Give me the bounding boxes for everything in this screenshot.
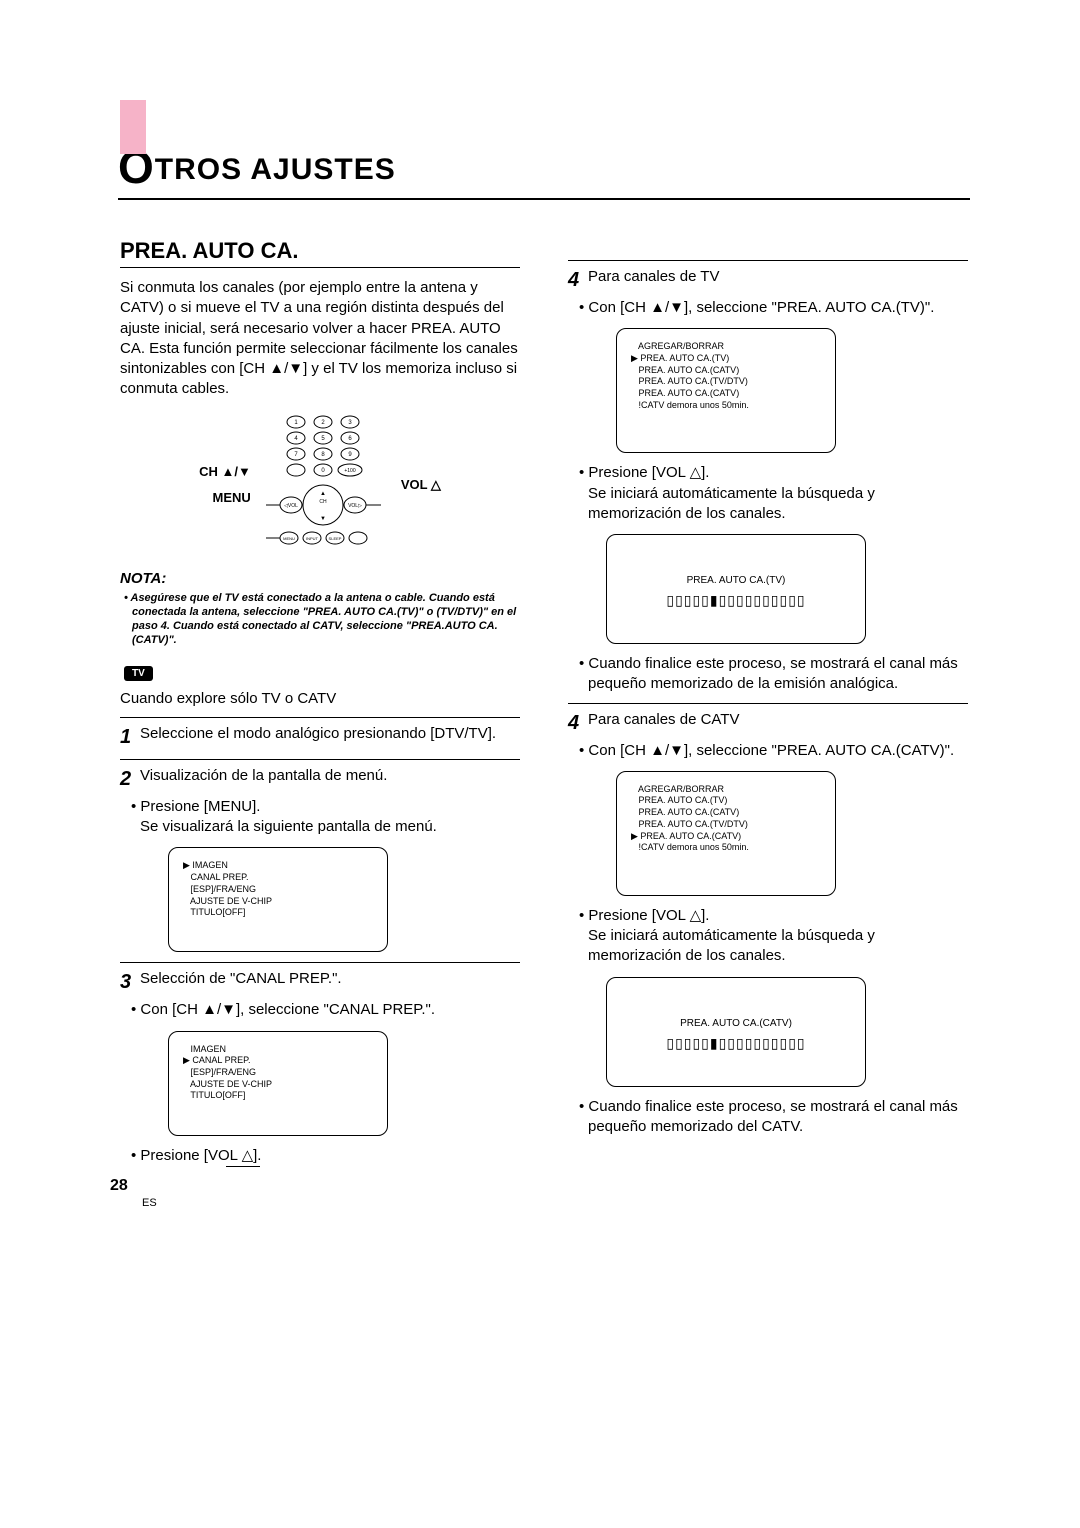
two-column-layout: PREA. AUTO CA. Si conmuta los canales (p… [120, 220, 970, 1166]
divider [568, 260, 968, 261]
svg-text:VOL▷: VOL▷ [348, 503, 362, 509]
step-4a-bullet-1: Con [CH ▲/▼], seleccione "PREA. AUTO CA.… [588, 298, 968, 318]
progress-bars-icon: ▯▯▯▯▯▮▯▯▯▯▯▯▯▯▯▯ [607, 592, 865, 609]
step-4b: 4Para canales de CATV [568, 710, 968, 737]
step-2-after: Se visualizará la siguiente pantalla de … [140, 817, 520, 837]
svg-text:2: 2 [321, 420, 325, 426]
page-number-line [226, 1166, 260, 1167]
menu-screen-4: AGREGAR/BORRAR PREA. AUTO CA.(TV) PREA. … [616, 771, 836, 896]
svg-text:INPUT: INPUT [306, 536, 319, 541]
step-4b-bullet-1: Con [CH ▲/▼], seleccione "PREA. AUTO CA.… [588, 741, 968, 761]
right-column: 4Para canales de TV Con [CH ▲/▼], selecc… [568, 220, 968, 1166]
intro-paragraph: Si conmuta los canales (por ejemplo entr… [120, 278, 520, 400]
svg-text:MENU: MENU [283, 536, 295, 541]
progress-screen-tv: PREA. AUTO CA.(TV) ▯▯▯▯▯▮▯▯▯▯▯▯▯▯▯▯ [606, 534, 866, 644]
menu-screen-2: IMAGEN▶ CANAL PREP. [ESP]/FRA/ENG AJUSTE… [168, 1031, 388, 1136]
progress-screen-catv: PREA. AUTO CA.(CATV) ▯▯▯▯▯▮▯▯▯▯▯▯▯▯▯▯ [606, 977, 866, 1087]
step-4b-after: Se iniciará automáticamente la búsqueda … [588, 926, 968, 967]
step-3-bullet-2: Presione [VOL △]. [140, 1146, 520, 1166]
step-1-text: Seleccione el modo analógico presionando… [140, 724, 520, 751]
page-locale: ES [142, 1197, 157, 1209]
step-4a-text: Para canales de TV [588, 267, 968, 294]
svg-text:CH: CH [319, 499, 327, 505]
page: OTROS AJUSTES PREA. AUTO CA. Si conmuta … [0, 0, 1080, 1225]
svg-text:7: 7 [294, 452, 298, 458]
section-heading: PREA. AUTO CA. [120, 238, 520, 268]
svg-text:5: 5 [321, 436, 325, 442]
divider [120, 717, 520, 718]
ch-label: CH ▲/▼ [199, 459, 251, 485]
left-column: PREA. AUTO CA. Si conmuta los canales (p… [120, 220, 520, 1166]
svg-text:4: 4 [294, 436, 298, 442]
menu-screen-3: AGREGAR/BORRAR▶ PREA. AUTO CA.(TV) PREA.… [616, 328, 836, 453]
step-2-bullet: Presione [MENU]. [140, 797, 520, 817]
divider [120, 759, 520, 760]
svg-text:SLEEP: SLEEP [328, 536, 341, 541]
svg-text:3: 3 [348, 420, 352, 426]
svg-text:+100: +100 [344, 468, 355, 474]
divider [568, 703, 968, 704]
svg-text:▼: ▼ [320, 516, 326, 522]
step-1: 1Seleccione el modo analógico presionand… [120, 724, 520, 751]
step-3-bullet-1: Con [CH ▲/▼], seleccione "CANAL PREP.". [140, 1000, 520, 1020]
step-3: 3Selección de "CANAL PREP.". [120, 969, 520, 996]
progress-title-tv: PREA. AUTO CA.(TV) [607, 575, 865, 586]
explore-text: Cuando explore sólo TV o CATV [120, 689, 520, 709]
remote-icon: 2 1 3 4 5 6 7 8 9 0 +100 ▲ ▼ CH ◁VOL VOL… [251, 410, 401, 560]
step-4b-text: Para canales de CATV [588, 710, 968, 737]
nota-body: • Asegúrese que el TV está conectado a l… [132, 591, 520, 648]
progress-bars-icon: ▯▯▯▯▯▮▯▯▯▯▯▯▯▯▯▯ [607, 1035, 865, 1052]
page-number: 28 [110, 1177, 128, 1195]
title-text: TROS AJUSTES [155, 153, 396, 186]
svg-text:▲: ▲ [320, 491, 326, 497]
step-4b-bullet-2: Presione [VOL △]. [588, 906, 968, 926]
svg-text:0: 0 [321, 468, 325, 474]
nota-heading: NOTA: [120, 570, 520, 587]
step-2: 2Visualización de la pantalla de menú. [120, 766, 520, 793]
remote-diagram: CH ▲/▼ MENU 2 [120, 410, 520, 560]
menu-label: MENU [199, 485, 251, 511]
svg-text:1: 1 [294, 420, 298, 426]
step-4b-bullet-3: Cuando finalice este proceso, se mostrar… [588, 1097, 968, 1138]
tv-badge: TV [124, 666, 153, 681]
page-title: OTROS AJUSTES [118, 140, 970, 200]
svg-text:6: 6 [348, 436, 352, 442]
step-4a-after: Se iniciará automáticamente la búsqueda … [588, 484, 968, 525]
menu-screen-1: ▶ IMAGEN CANAL PREP. [ESP]/FRA/ENG AJUST… [168, 847, 388, 952]
svg-text:9: 9 [348, 452, 352, 458]
pink-accent-box [120, 100, 146, 154]
step-4a: 4Para canales de TV [568, 267, 968, 294]
step-3-text: Selección de "CANAL PREP.". [140, 969, 520, 996]
divider [120, 962, 520, 963]
step-2-text: Visualización de la pantalla de menú. [140, 766, 520, 793]
vol-label: VOL △ [401, 477, 441, 493]
svg-text:◁VOL: ◁VOL [284, 503, 298, 509]
step-4a-bullet-3: Cuando finalice este proceso, se mostrar… [588, 654, 968, 695]
progress-title-catv: PREA. AUTO CA.(CATV) [607, 1018, 865, 1029]
step-4a-bullet-2: Presione [VOL △]. [588, 463, 968, 483]
svg-text:8: 8 [321, 452, 325, 458]
